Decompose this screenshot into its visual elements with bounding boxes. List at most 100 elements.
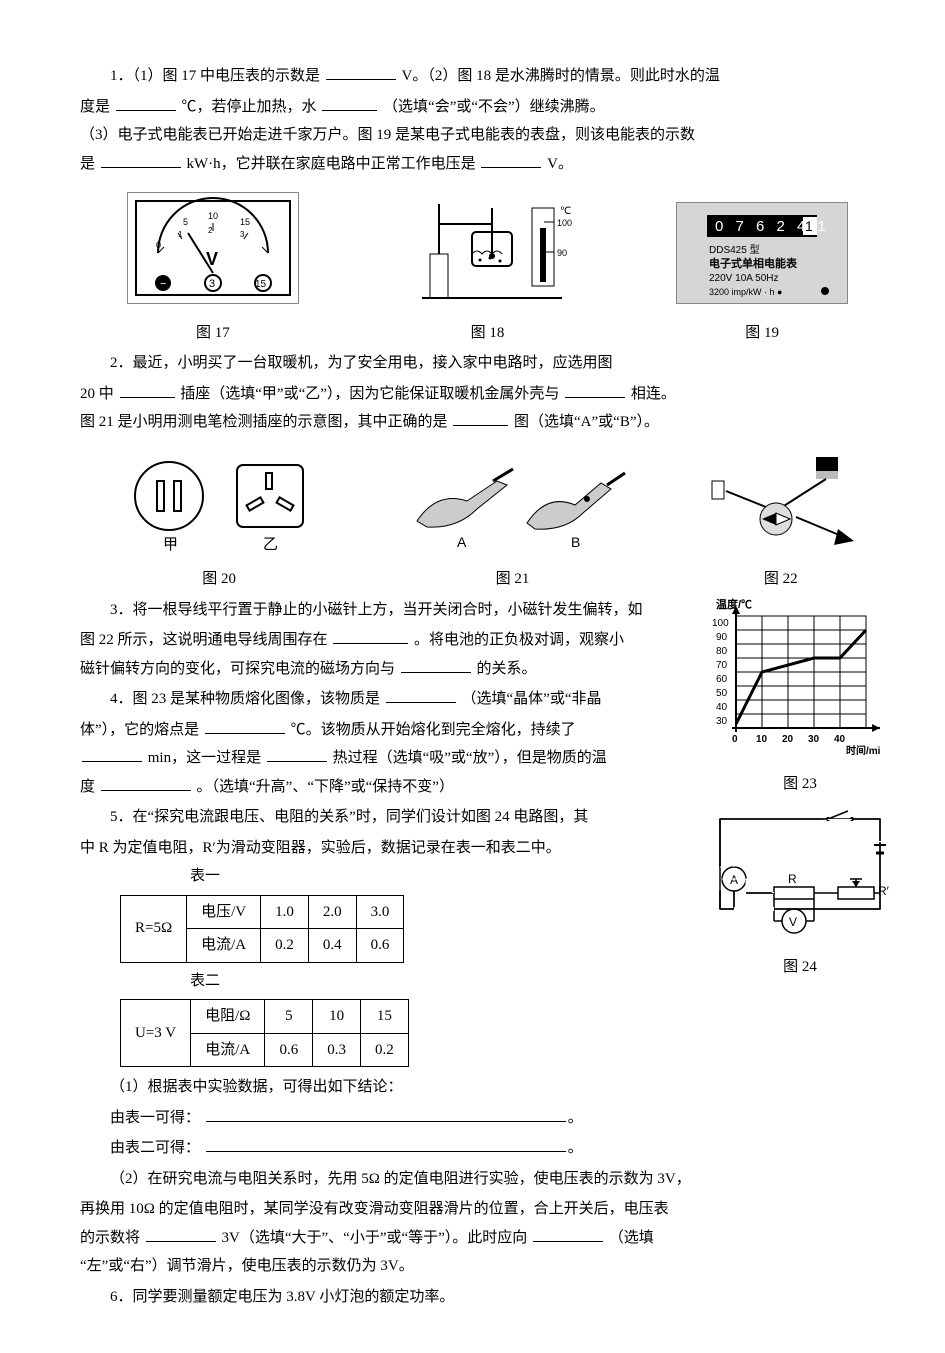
fig-row-1: 0 5 10 15 1 2 3 V − 3 15 图 17 ℃ [80,192,895,347]
svg-text:100: 100 [557,218,572,228]
boiling-setup-icon: ℃ 100 90 [392,194,582,304]
blank [206,1136,566,1152]
svg-text:A: A [730,873,738,887]
q5b-l4: （2）在研究电流与电阻关系时，先用 5Ω 的定值电阻进行实验，使电压表的示数为 … [80,1165,895,1194]
svg-text:40: 40 [834,734,846,745]
svg-text:时间/mi: 时间/mi [846,744,881,756]
t: （选填“晶体”或“非晶 [462,691,602,707]
q2-l1: 2．最近，小明买了一台取暖机，为了安全用电，接入家中电路时，应选用图 [80,349,895,378]
sockets-icon: 甲 乙 [119,451,319,551]
q5b-l5: 再换用 10Ω 的定值电阻时，某同学没有改变滑动变阻器滑片的位置，合上开关后，电… [80,1195,895,1224]
fig20-cap: 图 20 [119,565,319,594]
q5b-l3: 由表二可得： 。 [80,1134,895,1163]
q2-l2: 20 中 插座（选填“甲”或“乙”），因为它能保证取暖机金属外壳与 相连。 [80,380,895,409]
t: 。（选填“升高”、“下降”或“保持不变”） [197,779,454,795]
t: 磁针偏转方向的变化，可探究电流的磁场方向与 [80,661,395,677]
svg-text:乙: 乙 [263,536,278,551]
t: min，这一过程是 [148,750,261,766]
t1-rl: R=5Ω [121,895,187,962]
t: 体”），它的熔点是 [80,722,199,738]
t: 由表一可得： [110,1110,200,1126]
fig19: 0 7 6 2 4 1 1 DDS425 型 电子式单相电能表 220V 10A… [676,202,848,347]
t: ℃。该物质从开始熔化到完全熔化，持续了 [291,722,576,738]
blank [120,382,175,398]
t: 图 21 是小明用测电笔检测插座的示意图，其中正确的是 [80,414,448,430]
q5b-l1: （1）根据表中实验数据，可得出如下结论： [80,1073,895,1102]
q1-l4a: 是 [80,156,95,172]
fig20: 甲 乙 图 20 [119,451,319,594]
fig24-cap: 图 24 [705,953,895,982]
t: 热过程（选填“吸”或“放”），但是物质的温 [333,750,607,766]
svg-text:1: 1 [178,230,183,239]
svg-text:3: 3 [240,230,245,239]
blank [146,1226,216,1242]
blank [333,628,408,644]
blank [101,152,181,168]
meter-name: 电子式单相电能表 [709,256,798,270]
cell: 1.0 [261,895,309,929]
q5b-l6: 的示数将 3V（选填“大于”、“小于”或“等于”）。此时应向 （选填 [80,1224,895,1253]
cell: 0.4 [308,929,356,963]
q5b-l2: 由表一可得： 。 [80,1104,895,1133]
svg-text:V: V [206,249,218,269]
q5b-l7: “左”或“右”）调节滑片，使电压表的示数仍为 3V。 [80,1252,895,1281]
q1-l2a: 度是 [80,99,110,115]
fig23-cap: 图 23 [705,770,895,799]
cell: 2.0 [308,895,356,929]
blank [453,410,508,426]
fig22: 图 22 [706,451,856,594]
svg-text:80: 80 [716,646,728,657]
svg-text:10: 10 [208,211,218,221]
svg-text:R: R [788,872,797,886]
svg-text:2: 2 [208,226,213,235]
svg-text:B: B [571,534,580,550]
meter-spec: 220V 10A 50Hz [709,273,779,284]
q6: 6．同学要测量额定电压为 3.8V 小灯泡的额定功率。 [80,1283,895,1312]
t: 度 [80,779,95,795]
svg-text:温度/℃: 温度/℃ [716,597,752,611]
svg-text:30: 30 [808,734,820,745]
svg-text:1: 1 [805,218,813,234]
blank [205,718,285,734]
q1-u1: V。（2）图 18 是水沸腾时的情景。则此时水的温 [402,68,720,84]
fig18-cap: 图 18 [392,319,582,348]
right-column: 温度/℃ 1009080 706050 4030 01020 [705,596,895,992]
svg-text:90: 90 [557,248,567,258]
t: 图 22 所示，这说明通电导线周围存在 [80,632,328,648]
svg-text:15: 15 [255,279,267,290]
cell: 电压/V [187,895,261,929]
meter-model: DDS425 型 [709,243,760,256]
svg-text:30: 30 [716,716,728,727]
blank [401,657,471,673]
cell: 0.6 [265,1033,313,1067]
cell: 0.3 [313,1033,361,1067]
cell: 15 [360,1000,408,1034]
svg-text:0: 0 [156,240,161,250]
q1-u4: V。 [547,156,573,172]
svg-text:−: − [160,278,166,290]
q1-l2b: （选填“会”或“不会”）继续沸腾。 [383,99,605,115]
q1-u2: ℃，若停止加热，水 [182,99,317,115]
fig24: A R R′ V [705,809,895,982]
svg-text:60: 60 [716,674,728,685]
svg-text:V: V [789,915,797,929]
cell: 电阻/Ω [191,1000,265,1034]
svg-text:甲: 甲 [163,536,178,551]
t: 由表二可得： [110,1140,200,1156]
fig-row-2: 甲 乙 图 20 A B 图 21 [80,451,895,594]
energy-meter-icon: 0 7 6 2 4 1 1 DDS425 型 电子式单相电能表 220V 10A… [676,202,848,304]
blank [326,64,396,80]
blank [82,746,142,762]
meter-pulse: 3200 imp/kW · h ● [709,287,782,297]
q1-u3: kW·h，它并联在家庭电路中正常工作电压是 [187,156,476,172]
fig21: A B 图 21 [397,451,627,594]
t: 。将电池的正负极对调，观察小 [414,632,624,648]
fig21-cap: 图 21 [397,565,627,594]
t: 图（选填“A”或“B”）。 [514,414,659,430]
table-1: R=5Ω 电压/V 1.0 2.0 3.0 电流/A 0.2 0.4 0.6 [120,895,404,963]
blank [116,95,176,111]
t: 的关系。 [477,661,537,677]
blank [386,687,456,703]
blank [267,746,327,762]
svg-text:0: 0 [732,734,738,745]
